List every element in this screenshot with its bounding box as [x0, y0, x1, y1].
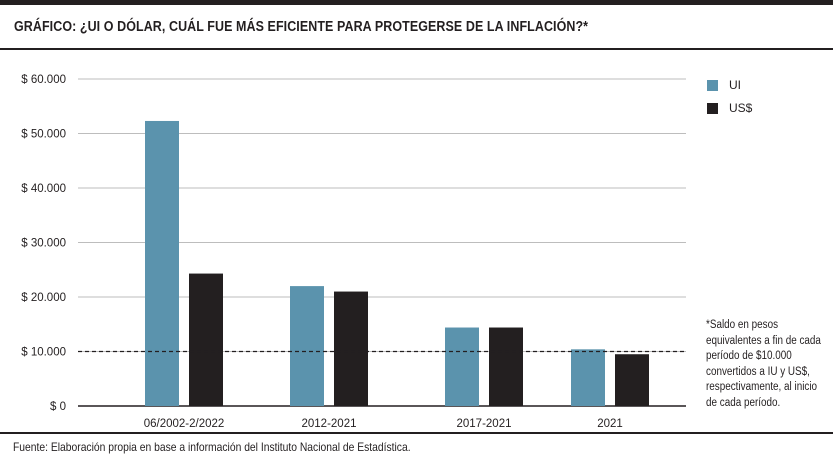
legend-swatch-usd [707, 102, 718, 114]
x-tick-label: 2021 [597, 418, 623, 430]
source-text: Fuente: Elaboración propia en base a inf… [13, 440, 411, 454]
bar-ui [145, 120, 179, 406]
y-axis-labels: $ 0 $ 10.000 $ 20.000 $ 30.000 $ 40.000 $ 50.… [21, 74, 66, 413]
bar-chart: $ 0 $ 10.000 $ 20.000 $ 30.000 $ 40.000 $ 50.… [21, 74, 686, 430]
x-tick-label: 2017-2021 [457, 418, 512, 430]
bars [145, 120, 649, 406]
legend-label-ui: UI [729, 78, 741, 92]
bar-usd [489, 327, 523, 406]
y-tick-label: $ 10.000 [21, 347, 66, 359]
y-tick-label: $ 50.000 [21, 129, 66, 141]
legend-item-ui: UI [707, 76, 752, 94]
bar-usd [334, 291, 368, 406]
legend-swatch-ui [707, 79, 718, 91]
x-axis-labels: 06/2002-2/2022 2012-2021 2017-2021 2021 [144, 418, 623, 430]
x-tick-label: 2012-2021 [302, 418, 357, 430]
top-bar [0, 0, 833, 5]
y-tick-label: $ 60.000 [21, 74, 66, 86]
legend-label-usd: US$ [729, 101, 753, 115]
bottom-rule [0, 432, 833, 434]
bar-ui [445, 327, 479, 406]
chart-title: GRÁFICO: ¿UI O DÓLAR, CUÁL FUE MÁS EFICI… [14, 19, 589, 35]
footnote: *Saldo en pesos equivalentes a fin de ca… [706, 319, 821, 409]
y-tick-label: $ 40.000 [21, 183, 66, 195]
legend-item-usd: US$ [707, 99, 752, 117]
bar-usd [615, 354, 649, 406]
title-rule [0, 48, 833, 50]
y-tick-label: $ 20.000 [21, 292, 66, 304]
legend: UI US$ [707, 76, 752, 122]
bar-usd [189, 273, 223, 406]
bar-ui [571, 349, 605, 406]
y-tick-label: $ 0 [50, 401, 66, 413]
bar-ui [290, 286, 324, 406]
x-tick-label: 06/2002-2/2022 [144, 418, 225, 430]
y-tick-label: $ 30.000 [21, 238, 66, 250]
